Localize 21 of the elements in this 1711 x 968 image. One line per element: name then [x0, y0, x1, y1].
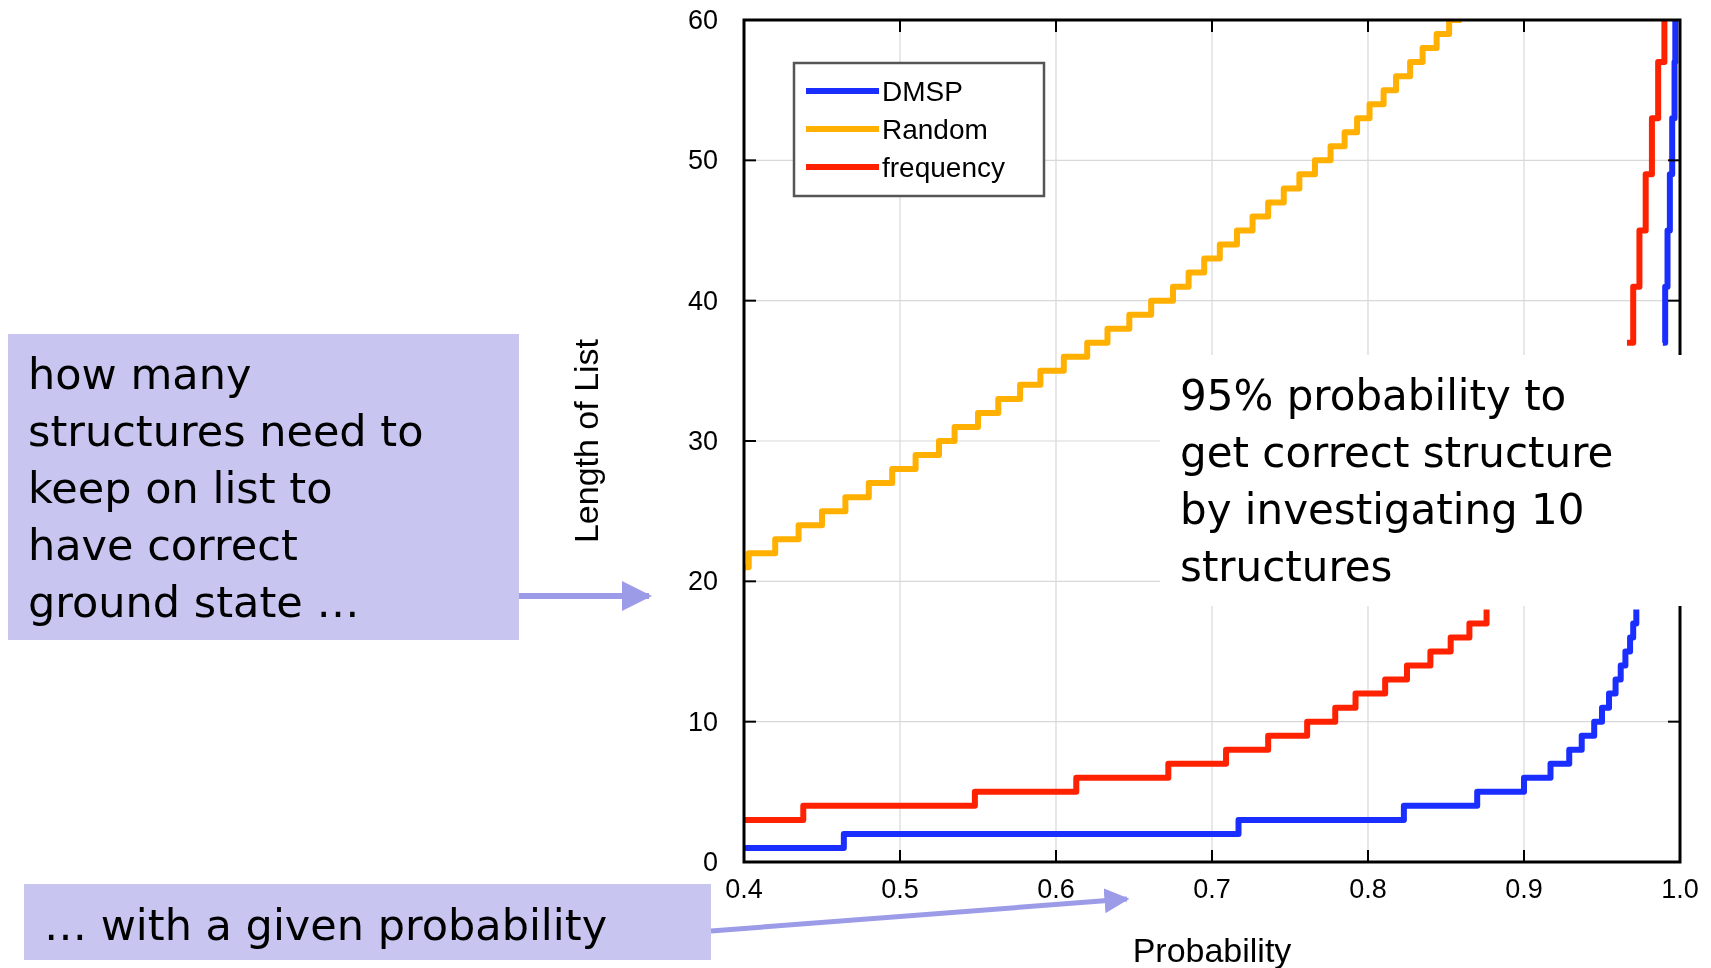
x-tick-label: 0.7 [1193, 874, 1231, 904]
y-tick-label: 0 [702, 847, 718, 877]
x-tick-label: 1.0 [1661, 874, 1699, 904]
y-tick-label: 50 [687, 145, 718, 176]
y-tick-label: 40 [687, 285, 718, 316]
y-axis-title: Length of List [567, 338, 605, 544]
x-tick-label: 0.8 [1349, 874, 1387, 904]
x-tick-label: 0.9 [1505, 874, 1543, 904]
y-tick-label: 60 [687, 5, 718, 35]
x-tick-label: 0.6 [1037, 874, 1075, 904]
x-tick-label: 0.4 [725, 874, 763, 904]
text: … with a given probability [44, 900, 608, 950]
x-tick-label: 0.5 [881, 874, 919, 904]
text: how many structures need to keep on list to have correct ground state … [28, 349, 424, 627]
y-tick-label: 10 [687, 706, 718, 737]
y-tick-label: 20 [687, 566, 718, 597]
legend-label: DMSP [882, 76, 963, 107]
legend-label: Random [882, 114, 988, 145]
annotation: 95% probability to get correct structure by investigating 10 structures [1180, 371, 1614, 591]
legend-label: frequency [882, 152, 1005, 183]
y-tick-label: 30 [687, 426, 718, 456]
